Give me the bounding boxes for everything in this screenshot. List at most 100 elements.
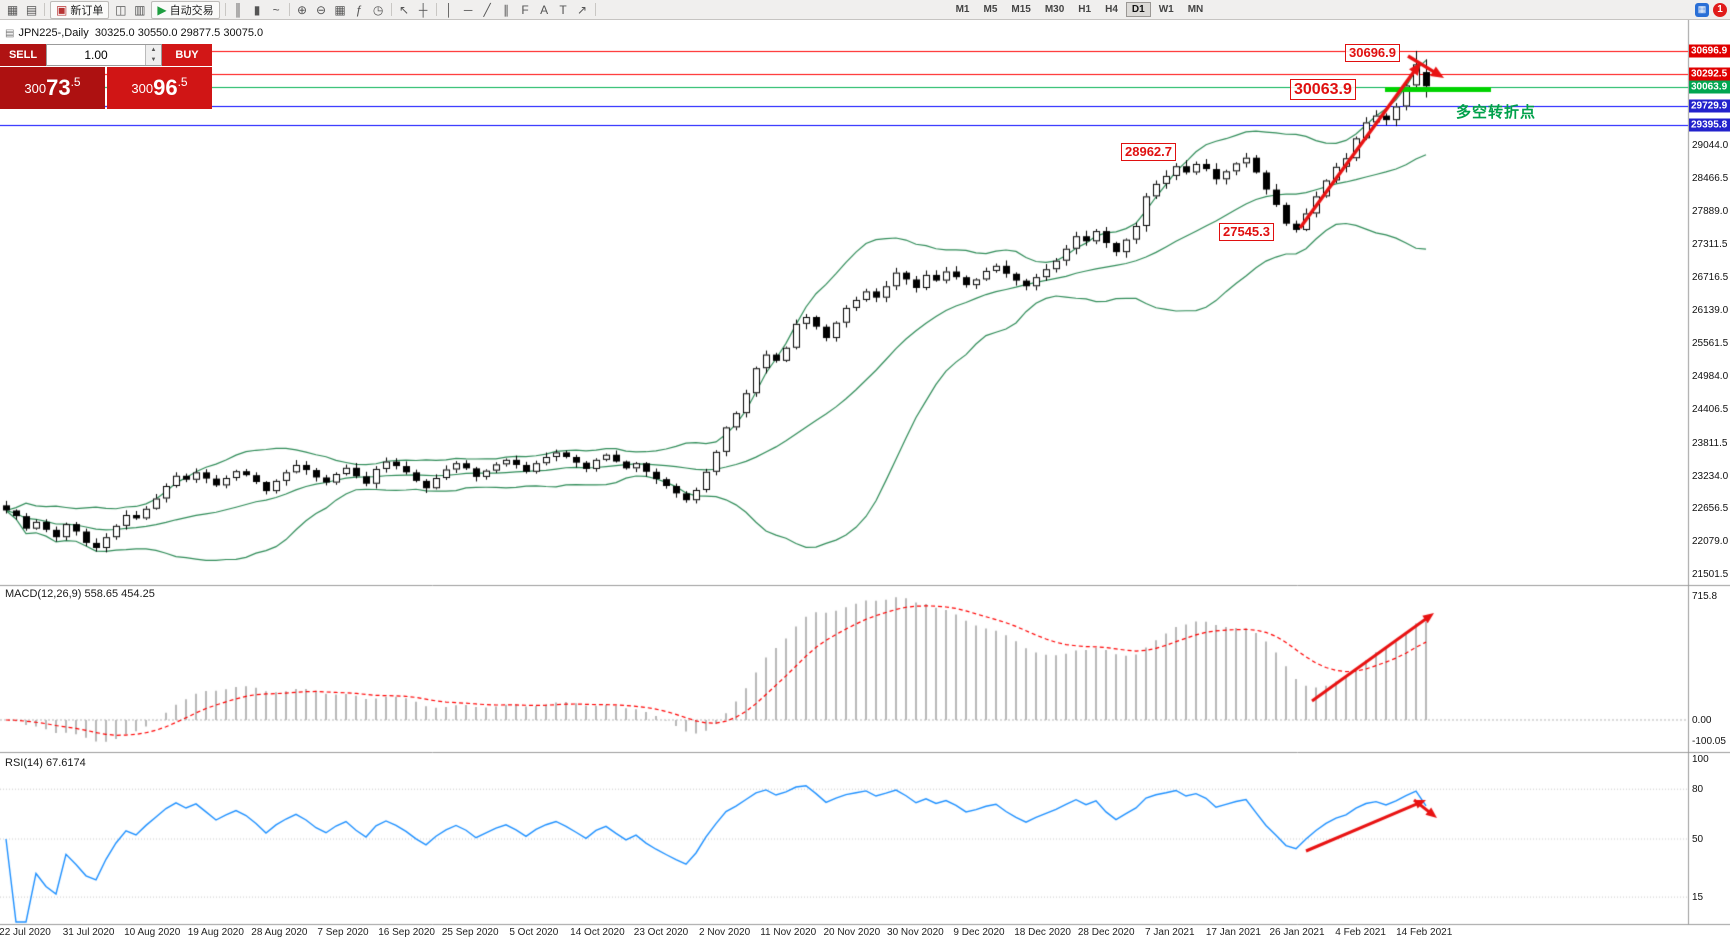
volume-control: ▲▼ — [46, 44, 162, 66]
date-axis-label: 5 Oct 2020 — [509, 927, 559, 938]
bid-pips: .5 — [70, 75, 81, 89]
timeframe-d1-button[interactable]: D1 — [1125, 2, 1151, 17]
date-axis-label: 2 Nov 2020 — [699, 927, 751, 938]
date-axis-label: 17 Jan 2021 — [1205, 927, 1261, 938]
date-axis-label: 26 Jan 2021 — [1269, 927, 1325, 938]
text-label-icon[interactable]: T — [554, 1, 573, 18]
date-axis-label: 30 Nov 2020 — [887, 927, 944, 938]
zoom-out-icon: ⊖ — [316, 2, 327, 17]
volume-down-icon[interactable]: ▼ — [146, 55, 161, 65]
notification-badge[interactable]: 1 — [1713, 2, 1727, 17]
price-axis-badge: 29729.9 — [1689, 99, 1730, 113]
line-chart-icon[interactable]: ~ — [267, 1, 286, 18]
trendline-icon[interactable]: ╱ — [478, 1, 497, 18]
date-axis-label: 4 Feb 2021 — [1335, 927, 1386, 938]
candlestick-chart-icon[interactable]: ▮ — [248, 1, 267, 18]
fibonacci-icon[interactable]: F — [516, 1, 535, 18]
crosshair-icon[interactable]: ┼ — [414, 1, 433, 18]
autotrading-label: 自动交易 — [169, 4, 214, 17]
text-label-icon: T — [559, 2, 567, 17]
toolbar-separator — [435, 3, 437, 16]
date-axis-label: 19 Aug 2020 — [187, 927, 244, 938]
date-axis-label: 28 Dec 2020 — [1077, 927, 1135, 938]
chart-symbol-icon: ▤ — [5, 28, 15, 39]
macd-axis-label: 715.8 — [1692, 591, 1718, 602]
market-icon[interactable]: ▦ — [1695, 2, 1709, 17]
chart-symbol-period: JPN225-,Daily — [18, 27, 89, 39]
autotrading-icon: ▶ — [157, 2, 167, 17]
tile-windows-icon[interactable]: ▦ — [331, 1, 350, 18]
ask-price[interactable]: 300 96.5 — [107, 67, 212, 109]
date-axis-label: 28 Aug 2020 — [251, 927, 308, 938]
metaeditor-icon[interactable]: ◫ — [111, 1, 130, 18]
periods-icon[interactable]: ◷ — [369, 1, 388, 18]
timeframe-h4-button[interactable]: H4 — [1105, 4, 1118, 15]
toolbar-separator — [224, 3, 226, 16]
horizontal-line-icon[interactable]: ─ — [459, 1, 478, 18]
price-axis-label: 28466.5 — [1692, 172, 1729, 184]
new-chart-icon: ▦ — [6, 2, 19, 17]
rsi-axis-label: 100 — [1692, 754, 1709, 765]
fibonacci-icon: F — [521, 2, 529, 17]
zoom-out-icon[interactable]: ⊖ — [312, 1, 331, 18]
candlestick-chart-icon: ▮ — [253, 2, 261, 17]
trendline-icon: ╱ — [483, 2, 491, 17]
chart-ohlc-values: 30325.0 30550.0 29877.5 30075.0 — [94, 27, 264, 39]
bar-chart-icon: ║ — [233, 2, 243, 17]
bar-chart-icon[interactable]: ║ — [229, 1, 248, 18]
price-annotation-box[interactable]: 30696.9 — [1345, 44, 1400, 62]
rsi-indicator-label: RSI(14) 67.6174 — [5, 757, 86, 769]
equidistant-channel-icon[interactable]: ∥ — [497, 1, 516, 18]
vertical-line-icon: │ — [445, 2, 453, 17]
price-annotation-box[interactable]: 27545.3 — [1219, 223, 1274, 241]
zoom-in-icon: ⊕ — [297, 2, 308, 17]
timeframe-m30-button[interactable]: M30 — [1044, 4, 1065, 15]
history-center-icon[interactable]: ▥ — [130, 1, 149, 18]
timeframe-h1-button[interactable]: H1 — [1078, 4, 1092, 15]
bid-prefix: 300 — [24, 80, 47, 96]
text-icon[interactable]: A — [535, 1, 554, 18]
date-axis-label: 7 Sep 2020 — [317, 927, 369, 938]
autotrading-button[interactable]: ▶ 自动交易 — [151, 0, 220, 19]
vertical-line-icon[interactable]: │ — [440, 1, 459, 18]
new-chart-icon[interactable]: ▦ — [3, 1, 22, 18]
date-axis-label: 23 Oct 2020 — [633, 927, 689, 938]
ask-pips: .5 — [177, 75, 188, 89]
trade-controls-row: SELL ▲▼ BUY — [0, 44, 212, 66]
buy-button[interactable]: BUY — [162, 44, 212, 66]
date-axis-label: 31 Jul 2020 — [62, 927, 115, 938]
volume-stepper[interactable]: ▲ ▼ — [145, 45, 161, 65]
cursor-icon[interactable]: ↖ — [395, 1, 414, 18]
date-axis-label: 20 Nov 2020 — [823, 927, 881, 938]
price-axis-label: 23234.0 — [1692, 470, 1729, 482]
volume-up-icon[interactable]: ▲ — [146, 45, 161, 55]
price-axis-label: 26716.5 — [1692, 272, 1729, 284]
timeframe-mn-button[interactable]: MN — [1187, 4, 1204, 15]
date-axis-label: 18 Dec 2020 — [1014, 927, 1071, 938]
date-axis-label: 11 Nov 2020 — [760, 927, 817, 938]
timeframe-m5-button[interactable]: M5 — [983, 4, 998, 15]
sell-button[interactable]: SELL — [0, 44, 46, 66]
bid-price[interactable]: 300 73.5 — [0, 67, 105, 109]
volume-input[interactable] — [47, 45, 145, 65]
timeframe-m1-button[interactable]: M1 — [955, 4, 970, 15]
profiles-icon[interactable]: ▤ — [22, 1, 41, 18]
zoom-in-icon[interactable]: ⊕ — [293, 1, 312, 18]
new-order-button[interactable]: ▣ 新订单 — [50, 0, 110, 19]
timeframe-m15-button[interactable]: M15 — [1011, 4, 1031, 15]
macd-axis-label: 0.00 — [1692, 714, 1712, 726]
toolbar-separator — [44, 3, 45, 16]
date-axis-label: 16 Sep 2020 — [378, 927, 435, 938]
price-axis-label: 21501.5 — [1692, 569, 1729, 581]
arrows-icon[interactable]: ↗ — [573, 1, 592, 18]
new-order-icon: ▣ — [56, 2, 68, 17]
timeframe-w1-button[interactable]: W1 — [1158, 4, 1174, 15]
price-axis-label: 23811.5 — [1692, 437, 1728, 449]
history-center-icon: ▥ — [134, 2, 146, 17]
price-annotation-box[interactable]: 30063.9 — [1290, 79, 1356, 101]
indicators-icon[interactable]: ƒ — [350, 1, 369, 18]
price-annotation-box[interactable]: 28962.7 — [1121, 143, 1176, 161]
price-axis-badge: 30063.9 — [1689, 80, 1730, 94]
